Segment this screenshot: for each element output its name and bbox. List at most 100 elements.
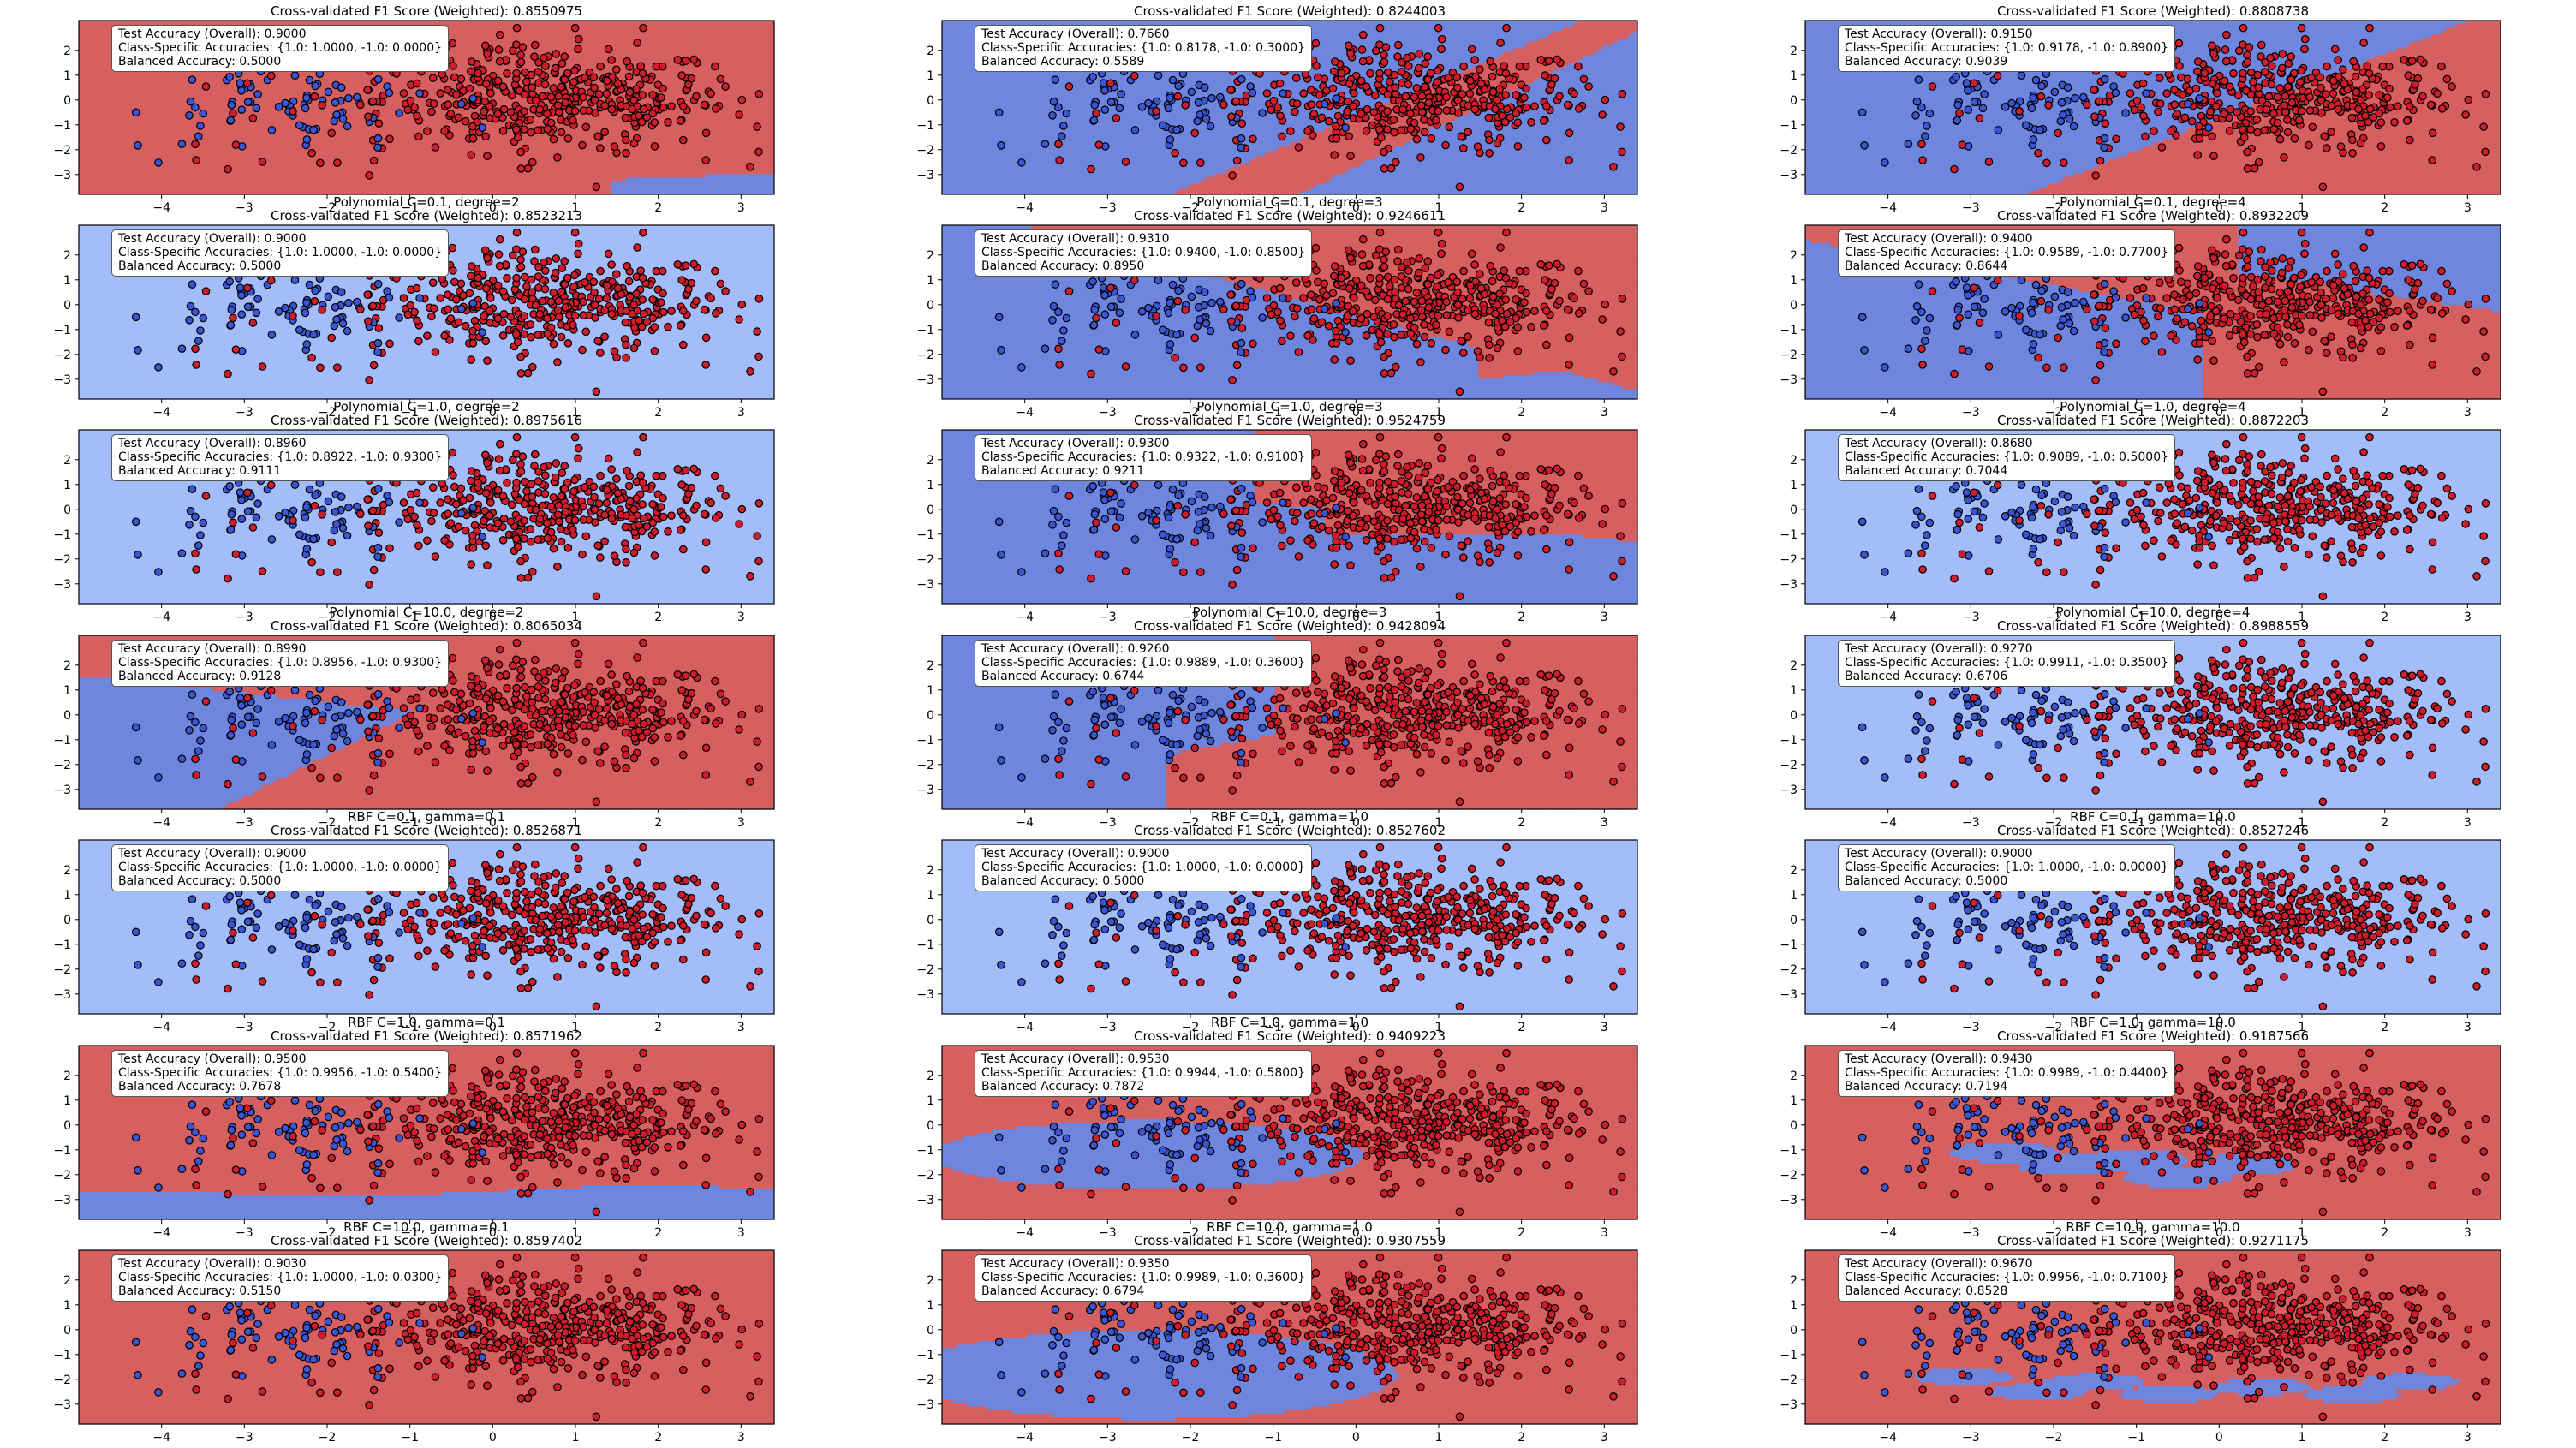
point-class-positive xyxy=(2133,98,2140,104)
point-class-negative xyxy=(134,142,141,149)
point-class-positive xyxy=(244,284,251,291)
point-class-positive xyxy=(2171,510,2178,517)
point-class-positive xyxy=(547,119,554,126)
point-class-positive xyxy=(712,267,719,274)
point-class-positive xyxy=(680,545,687,552)
point-class-negative xyxy=(1237,349,1244,355)
point-class-positive xyxy=(2287,76,2294,83)
point-class-positive xyxy=(1295,349,1302,355)
point-class-negative xyxy=(1859,109,1866,116)
point-class-positive xyxy=(2210,254,2217,261)
point-class-positive xyxy=(1370,518,1377,525)
point-class-negative xyxy=(1979,309,1986,316)
point-class-positive xyxy=(1131,277,1138,283)
point-class-positive xyxy=(259,568,265,575)
point-class-positive xyxy=(1421,492,1428,499)
point-class-positive xyxy=(415,337,422,344)
point-class-positive xyxy=(2239,229,2246,236)
point-class-positive xyxy=(2226,83,2233,90)
point-class-negative xyxy=(1238,486,1245,492)
point-class-positive xyxy=(1122,363,1129,370)
point-class-positive xyxy=(738,505,745,512)
point-class-positive xyxy=(462,527,469,534)
class-accuracies-text: Class-Specific Accuracies: {1.0: 0.9400,… xyxy=(981,246,1305,259)
y-tick-label: −3 xyxy=(916,169,934,182)
point-class-positive xyxy=(590,483,597,490)
y-tick-label: −1 xyxy=(1780,324,1798,337)
subplot-model-title: Polynomial C=0.1, degree=3 xyxy=(942,195,1637,209)
point-class-positive xyxy=(534,536,541,543)
point-class-positive xyxy=(1442,346,1449,353)
point-class-positive xyxy=(2171,291,2178,298)
point-class-positive xyxy=(1229,581,1236,588)
point-class-positive xyxy=(1464,538,1471,545)
point-class-negative xyxy=(238,497,245,504)
point-class-positive xyxy=(1516,473,1523,480)
point-class-positive xyxy=(593,388,599,395)
point-class-positive xyxy=(581,74,588,81)
point-class-positive xyxy=(1419,313,1426,320)
point-class-positive xyxy=(400,295,407,301)
point-class-positive xyxy=(561,462,568,469)
point-class-positive xyxy=(677,322,684,329)
point-class-positive xyxy=(2317,483,2323,490)
point-class-negative xyxy=(1165,514,1172,521)
point-class-positive xyxy=(1471,57,1478,63)
point-class-positive xyxy=(1332,58,1339,65)
y-tick-label: −3 xyxy=(53,373,71,387)
point-class-positive xyxy=(529,568,536,575)
point-class-positive xyxy=(2244,51,2251,58)
point-class-negative xyxy=(1131,331,1138,338)
point-class-negative xyxy=(1861,142,1868,149)
point-class-negative xyxy=(303,504,310,510)
point-class-negative xyxy=(1905,345,1911,352)
point-class-positive xyxy=(564,545,571,551)
point-class-negative xyxy=(195,133,202,140)
point-class-positive xyxy=(2329,499,2336,506)
point-class-positive xyxy=(1384,517,1391,524)
point-class-positive xyxy=(2287,258,2294,265)
point-class-positive xyxy=(1553,260,1560,267)
point-class-positive xyxy=(582,328,589,335)
point-class-negative xyxy=(1965,311,1971,318)
point-class-positive xyxy=(552,255,559,262)
point-class-positive xyxy=(369,98,376,104)
point-class-positive xyxy=(2321,337,2328,344)
point-class-negative xyxy=(291,72,298,79)
point-class-positive xyxy=(580,93,587,100)
point-class-positive xyxy=(640,434,647,441)
point-class-negative xyxy=(1238,281,1245,288)
point-class-positive xyxy=(523,487,530,494)
point-class-positive xyxy=(1419,518,1426,525)
point-class-positive xyxy=(558,538,564,545)
point-class-positive xyxy=(2302,241,2309,247)
point-class-positive xyxy=(1454,84,1461,91)
point-class-positive xyxy=(683,262,689,269)
point-class-positive xyxy=(1238,120,1245,127)
point-class-negative xyxy=(1165,309,1172,316)
point-class-positive xyxy=(2268,285,2275,292)
point-class-positive xyxy=(1492,310,1499,317)
point-class-negative xyxy=(1923,122,1930,129)
point-class-positive xyxy=(2201,69,2208,76)
point-class-positive xyxy=(1985,158,1992,165)
point-class-negative xyxy=(1965,106,1971,113)
point-class-positive xyxy=(2377,528,2384,535)
point-class-positive xyxy=(2239,331,2246,337)
point-class-positive xyxy=(2438,63,2445,69)
point-class-negative xyxy=(2030,299,2036,306)
point-class-positive xyxy=(1404,490,1411,497)
point-class-positive xyxy=(2417,260,2424,267)
point-class-positive xyxy=(555,297,562,304)
point-class-positive xyxy=(2210,50,2217,57)
point-class-positive xyxy=(635,317,642,324)
point-class-negative xyxy=(1118,500,1124,507)
point-class-positive xyxy=(1610,164,1617,170)
point-class-negative xyxy=(1915,281,1922,288)
point-class-negative xyxy=(200,110,206,116)
point-class-positive xyxy=(1065,83,1072,90)
point-class-positive xyxy=(1405,63,1412,69)
point-class-positive xyxy=(1333,545,1339,551)
point-class-positive xyxy=(1425,304,1432,311)
